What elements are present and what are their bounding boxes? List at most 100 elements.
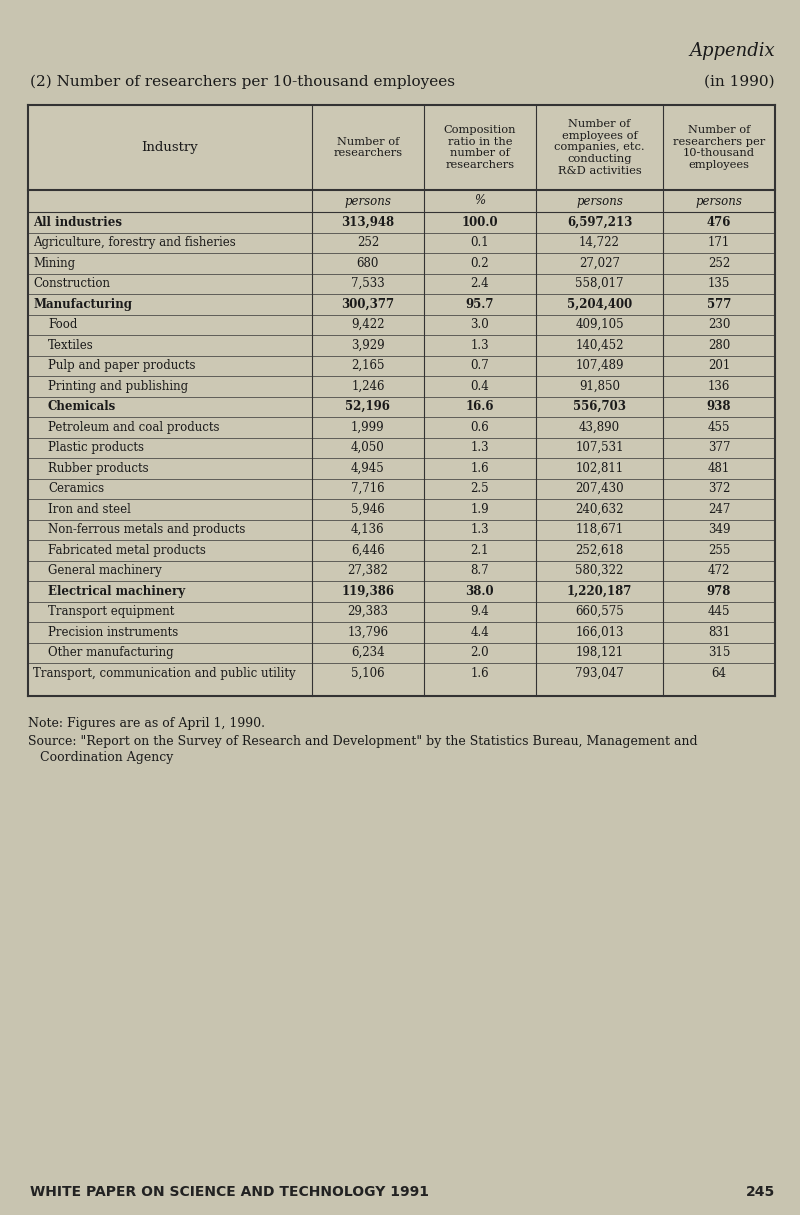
Text: 7,533: 7,533 xyxy=(351,277,385,290)
Text: 3.0: 3.0 xyxy=(470,318,490,332)
Text: 831: 831 xyxy=(708,626,730,639)
Text: 6,597,213: 6,597,213 xyxy=(566,216,632,228)
Text: 136: 136 xyxy=(708,380,730,392)
Text: Other manufacturing: Other manufacturing xyxy=(48,646,174,660)
Text: Source: "Report on the Survey of Research and Development" by the Statistics Bur: Source: "Report on the Survey of Researc… xyxy=(28,735,698,748)
Text: 793,047: 793,047 xyxy=(575,667,624,679)
Text: 455: 455 xyxy=(708,420,730,434)
Text: 4,945: 4,945 xyxy=(351,462,385,475)
Text: 252: 252 xyxy=(708,256,730,270)
Text: 0.1: 0.1 xyxy=(470,236,490,249)
Text: 577: 577 xyxy=(706,298,731,311)
Text: All industries: All industries xyxy=(33,216,122,228)
Text: Number of
researchers per
10-thousand
employees: Number of researchers per 10-thousand em… xyxy=(673,125,765,170)
Text: 2,165: 2,165 xyxy=(351,360,385,372)
Text: (in 1990): (in 1990) xyxy=(704,75,775,89)
Bar xyxy=(28,104,775,695)
Text: 252,618: 252,618 xyxy=(575,544,623,556)
Text: 95.7: 95.7 xyxy=(466,298,494,311)
Text: 245: 245 xyxy=(746,1185,775,1199)
Text: Transport equipment: Transport equipment xyxy=(48,605,174,618)
Text: 0.6: 0.6 xyxy=(470,420,490,434)
Text: Construction: Construction xyxy=(33,277,110,290)
Text: 119,386: 119,386 xyxy=(342,584,394,598)
Text: Number of
employees of
companies, etc.
conducting
R&D activities: Number of employees of companies, etc. c… xyxy=(554,119,645,176)
Text: 7,716: 7,716 xyxy=(351,482,385,496)
Text: Food: Food xyxy=(48,318,78,332)
Text: 0.4: 0.4 xyxy=(470,380,490,392)
Text: Ceramics: Ceramics xyxy=(48,482,104,496)
Text: 680: 680 xyxy=(357,256,379,270)
Text: 27,382: 27,382 xyxy=(347,564,388,577)
Text: 1.3: 1.3 xyxy=(470,441,490,454)
Text: 16.6: 16.6 xyxy=(466,400,494,413)
Text: 1,220,187: 1,220,187 xyxy=(566,584,632,598)
Text: 107,489: 107,489 xyxy=(575,360,624,372)
Text: 2.0: 2.0 xyxy=(470,646,490,660)
Text: 1.3: 1.3 xyxy=(470,524,490,536)
Text: 1,246: 1,246 xyxy=(351,380,385,392)
Text: 938: 938 xyxy=(706,400,731,413)
Text: 9.4: 9.4 xyxy=(470,605,490,618)
Text: Fabricated metal products: Fabricated metal products xyxy=(48,544,206,556)
Text: 102,811: 102,811 xyxy=(575,462,623,475)
Text: 2.1: 2.1 xyxy=(470,544,489,556)
Text: 372: 372 xyxy=(708,482,730,496)
Text: 4,050: 4,050 xyxy=(351,441,385,454)
Text: 0.2: 0.2 xyxy=(470,256,490,270)
Text: 240,632: 240,632 xyxy=(575,503,624,515)
Text: Non-ferrous metals and products: Non-ferrous metals and products xyxy=(48,524,246,536)
Text: 4,136: 4,136 xyxy=(351,524,385,536)
Text: 13,796: 13,796 xyxy=(347,626,389,639)
Text: 377: 377 xyxy=(708,441,730,454)
Text: Textiles: Textiles xyxy=(48,339,94,352)
Text: 409,105: 409,105 xyxy=(575,318,624,332)
Text: 481: 481 xyxy=(708,462,730,475)
Text: 1.3: 1.3 xyxy=(470,339,490,352)
Text: 9,422: 9,422 xyxy=(351,318,385,332)
Text: 118,671: 118,671 xyxy=(575,524,623,536)
Text: 580,322: 580,322 xyxy=(575,564,624,577)
Text: 135: 135 xyxy=(708,277,730,290)
Text: persons: persons xyxy=(576,194,623,208)
Text: Precision instruments: Precision instruments xyxy=(48,626,178,639)
Text: 14,722: 14,722 xyxy=(579,236,620,249)
Text: 2.5: 2.5 xyxy=(470,482,490,496)
Text: 4.4: 4.4 xyxy=(470,626,490,639)
Text: 313,948: 313,948 xyxy=(342,216,394,228)
Text: Iron and steel: Iron and steel xyxy=(48,503,131,515)
Text: 247: 247 xyxy=(708,503,730,515)
Text: Industry: Industry xyxy=(142,141,198,154)
Text: 38.0: 38.0 xyxy=(466,584,494,598)
Text: 29,383: 29,383 xyxy=(347,605,388,618)
Text: persons: persons xyxy=(695,194,742,208)
Text: 52,196: 52,196 xyxy=(346,400,390,413)
Text: 445: 445 xyxy=(708,605,730,618)
Text: 558,017: 558,017 xyxy=(575,277,624,290)
Text: 43,890: 43,890 xyxy=(579,420,620,434)
Text: Transport, communication and public utility: Transport, communication and public util… xyxy=(33,667,296,679)
Text: 100.0: 100.0 xyxy=(462,216,498,228)
Text: 140,452: 140,452 xyxy=(575,339,624,352)
Text: 556,703: 556,703 xyxy=(573,400,626,413)
Text: 171: 171 xyxy=(708,236,730,249)
Text: Manufacturing: Manufacturing xyxy=(33,298,132,311)
Text: 472: 472 xyxy=(708,564,730,577)
Text: Petroleum and coal products: Petroleum and coal products xyxy=(48,420,219,434)
Text: (2) Number of researchers per 10-thousand employees: (2) Number of researchers per 10-thousan… xyxy=(30,75,455,90)
Text: Mining: Mining xyxy=(33,256,75,270)
Text: Printing and publishing: Printing and publishing xyxy=(48,380,188,392)
Text: 5,204,400: 5,204,400 xyxy=(567,298,632,311)
Text: 255: 255 xyxy=(708,544,730,556)
Text: Rubber products: Rubber products xyxy=(48,462,149,475)
Text: 978: 978 xyxy=(706,584,731,598)
Text: 1,999: 1,999 xyxy=(351,420,385,434)
Text: 207,430: 207,430 xyxy=(575,482,624,496)
Text: 6,446: 6,446 xyxy=(351,544,385,556)
Text: 476: 476 xyxy=(706,216,731,228)
Text: Coordination Agency: Coordination Agency xyxy=(40,752,174,764)
Text: 1.6: 1.6 xyxy=(470,667,490,679)
Text: 201: 201 xyxy=(708,360,730,372)
Text: Composition
ratio in the
number of
researchers: Composition ratio in the number of resea… xyxy=(444,125,516,170)
Text: Number of
researchers: Number of researchers xyxy=(334,137,402,158)
